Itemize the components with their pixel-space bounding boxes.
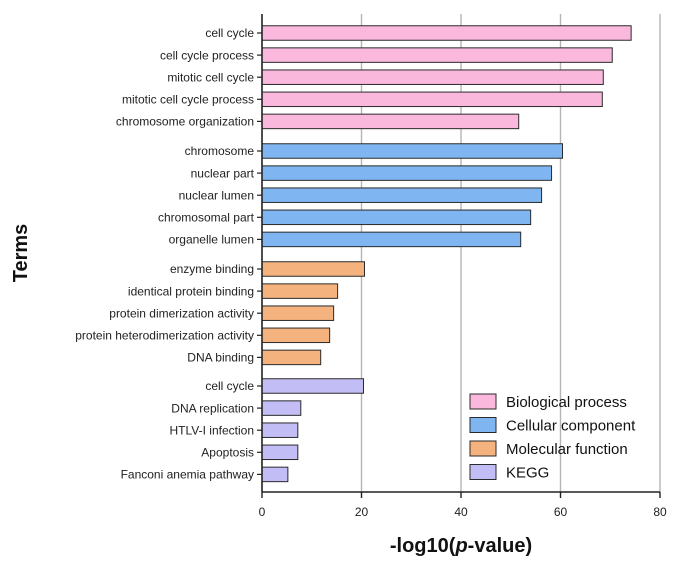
legend-swatch — [469, 417, 497, 433]
y-tick-label: Fanconi anemia pathway — [121, 468, 254, 482]
bar — [261, 466, 289, 483]
y-tick-label: DNA replication — [171, 401, 254, 415]
bar — [261, 305, 335, 321]
bar — [261, 143, 563, 159]
y-tick-label: chromosome organization — [116, 115, 254, 129]
y-axis-title: Terms — [10, 224, 32, 283]
x-tick-label: 20 — [355, 505, 369, 519]
x-tick-label: 40 — [454, 505, 468, 519]
y-tick-label: protein heterodimerization activity — [75, 329, 254, 343]
bar — [261, 422, 299, 438]
x-axis-title: -log10(p-value) — [390, 535, 532, 557]
bar — [261, 187, 543, 203]
y-tick-label: cell cycle — [205, 26, 254, 40]
bar — [261, 349, 322, 366]
x-tick-label: 80 — [653, 505, 667, 519]
bar — [261, 91, 603, 108]
y-tick-label: DNA binding — [187, 351, 254, 365]
legend-label: KEGG — [506, 465, 549, 482]
y-tick-label: protein dimerization activity — [109, 306, 254, 320]
legend-swatch — [469, 440, 497, 457]
legend-label: Molecular function — [506, 441, 628, 458]
y-tick-label: cell cycle process — [160, 48, 254, 62]
legend-swatch — [469, 393, 497, 410]
legend: Biological process Cellular component Mole… — [469, 393, 636, 482]
axes: cell cycle cell cycle process mitotic cell… — [75, 14, 667, 519]
y-tick-label: identical protein binding — [128, 284, 254, 298]
x-tick-label: 0 — [259, 505, 266, 519]
y-tick-label: mitotic cell cycle — [167, 70, 254, 84]
bar — [261, 283, 339, 299]
bar — [261, 25, 632, 41]
y-tick-label: enzyme binding — [170, 262, 254, 276]
legend-label: Cellular component — [506, 418, 636, 435]
bar — [261, 165, 553, 181]
legend-label: Biological process — [506, 394, 627, 411]
bar — [261, 444, 299, 461]
x-tick-label: 60 — [554, 505, 568, 519]
y-tick-label: mitotic cell cycle process — [122, 93, 254, 107]
bars — [261, 25, 632, 483]
bar — [261, 261, 365, 277]
bar — [261, 231, 522, 248]
y-tick-label: Apoptosis — [201, 446, 254, 460]
y-tick-label: chromosome — [185, 144, 255, 158]
bar — [261, 400, 302, 416]
y-tick-label: organelle lumen — [169, 233, 254, 247]
y-tick-label: HTLV-I infection — [170, 423, 254, 437]
bar — [261, 209, 532, 226]
bar — [261, 378, 364, 394]
bar — [261, 327, 331, 344]
bar — [261, 113, 520, 130]
bar — [261, 69, 604, 85]
legend-swatch — [469, 464, 497, 480]
y-tick-label: nuclear lumen — [179, 188, 254, 202]
y-tick-label: cell cycle — [205, 379, 254, 393]
y-tick-label: nuclear part — [191, 166, 255, 180]
bar — [261, 47, 613, 63]
y-tick-label: chromosomal part — [158, 211, 255, 225]
